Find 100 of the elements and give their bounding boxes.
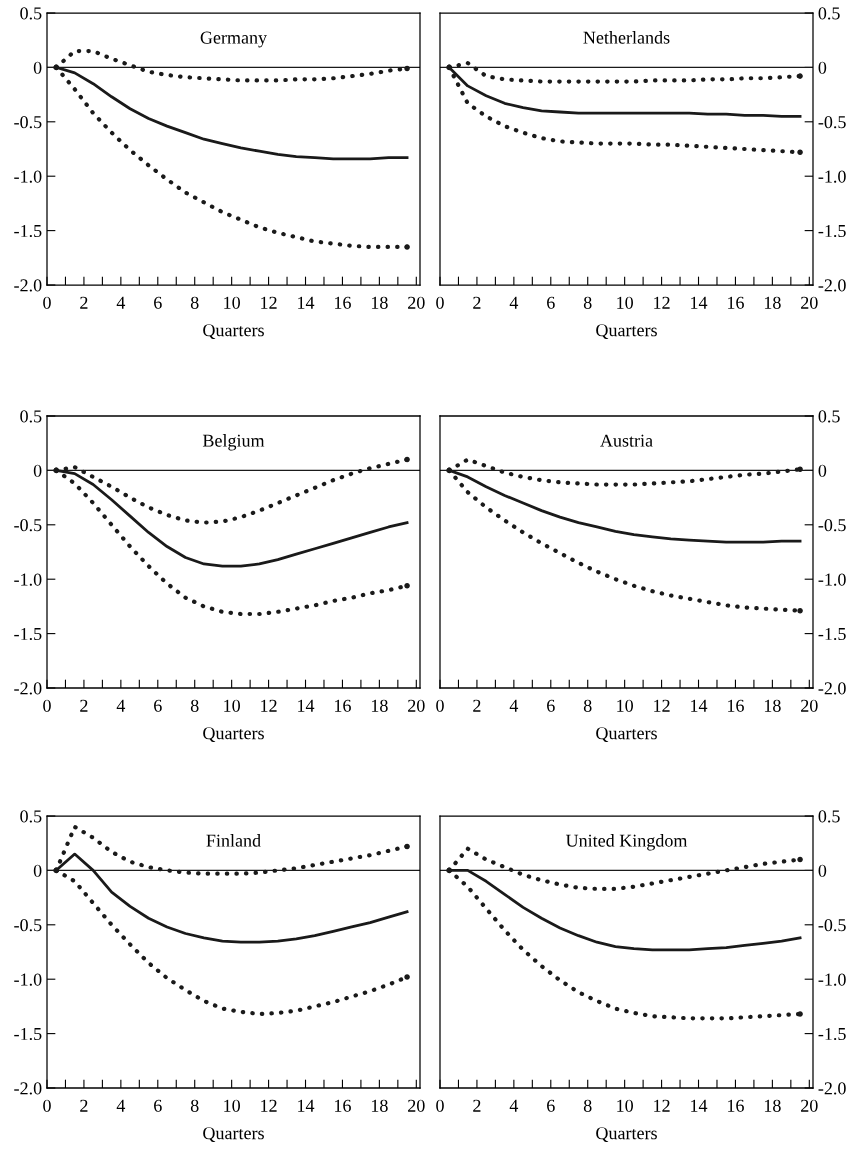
x-axis-title: Quarters [203,1127,264,1143]
x-tick-label: 6 [547,1099,555,1112]
x-axis-title: Quarters [596,324,657,340]
x-tick-label: 16 [335,699,351,712]
y-tick-label: 0 [818,464,827,477]
x-axis-title: Quarters [596,727,657,743]
y-tick-label: -0.5 [14,519,42,532]
y-tick-label: -0.5 [14,919,42,932]
x-tick-label: 10 [224,296,240,309]
y-tick-label: 0 [33,864,42,877]
y-tick-label: 0 [33,61,42,74]
x-tick-label: 14 [691,699,708,712]
y-tick-label: -1.0 [818,973,846,986]
x-tick-label: 20 [801,699,818,712]
x-tick-label: 16 [335,296,351,309]
x-tick-label: 2 [80,296,88,309]
x-tick-label: 20 [801,296,818,309]
x-tick-label: 0 [436,1099,444,1112]
x-tick-label: 4 [116,296,126,309]
y-tick-label: 0.5 [818,810,840,823]
x-tick-label: 14 [298,699,315,712]
x-tick-label: 12 [261,1099,277,1112]
x-tick-label: 2 [473,699,481,712]
x-tick-label: 20 [408,1099,425,1112]
y-tick-label: -0.5 [818,919,846,932]
x-tick-label: 0 [43,296,51,309]
x-tick-label: 0 [43,1099,51,1112]
y-tick-label: -1.0 [818,170,846,183]
y-tick-label: -1.5 [818,627,846,641]
x-tick-label: 10 [224,699,240,712]
x-tick-label: 12 [654,699,670,712]
x-tick-label: 2 [473,296,481,309]
y-tick-label: 0.5 [20,810,42,823]
x-tick-label: 18 [371,1099,388,1112]
y-tick-label: -2.0 [818,682,846,695]
x-tick-label: 10 [617,296,633,309]
x-tick-label: 2 [473,1099,481,1112]
x-tick-label: 4 [116,699,126,712]
x-tick-label: 0 [436,296,444,309]
y-tick-label: 0 [33,464,42,477]
y-tick-label: -1.0 [14,973,42,986]
text: Austria [600,434,653,447]
y-tick-label: -1.5 [14,224,42,238]
x-tick-label: 4 [509,1099,519,1112]
y-tick-label: 0.5 [818,410,840,423]
text: Germany [200,31,268,48]
x-tick-label: 4 [509,699,519,712]
x-tick-label: 6 [154,296,162,309]
x-tick-label: 14 [691,296,708,309]
y-tick-label: -1.0 [818,573,846,586]
x-tick-label: 6 [154,699,162,712]
y-tick-label: -0.5 [818,116,846,129]
y-tick-label: -0.5 [14,116,42,129]
x-tick-label: 2 [80,699,88,712]
y-tick-label: -1.5 [14,627,42,641]
x-axis-title: Quarters [203,324,264,340]
text: Belgium [202,434,265,451]
x-tick-label: 18 [764,296,781,309]
x-tick-label: 6 [547,699,555,712]
x-axis-title: Quarters [596,1127,657,1143]
x-tick-label: 12 [654,1099,670,1112]
x-tick-label: 8 [583,1099,592,1112]
y-tick-label: -1.5 [818,1027,846,1041]
x-tick-label: 8 [190,296,199,309]
y-tick-label: -1.0 [14,573,42,586]
x-tick-label: 8 [190,699,199,712]
x-axis-title: Quarters [203,727,264,743]
x-tick-label: 4 [116,1099,126,1112]
text: United Kingdom [565,834,688,851]
x-tick-label: 20 [801,1099,818,1112]
text: Netherlands [583,31,670,44]
x-tick-label: 18 [371,296,388,309]
x-tick-label: 16 [728,296,744,309]
y-tick-label: 0.5 [818,7,840,20]
y-tick-label: 0.5 [20,7,42,20]
y-tick-label: -1.5 [818,224,846,238]
x-tick-label: 10 [617,699,633,712]
x-tick-label: 8 [583,296,592,309]
x-tick-label: 8 [583,699,592,712]
x-tick-label: 16 [728,699,744,712]
x-tick-label: 14 [298,296,315,309]
x-tick-label: 12 [261,296,277,309]
x-tick-label: 20 [408,296,425,309]
y-tick-label: -2.0 [818,279,846,292]
x-tick-label: 2 [80,1099,88,1112]
y-tick-label: -1.0 [14,170,42,183]
x-tick-label: 8 [190,1099,199,1112]
y-tick-label: 0 [818,864,827,877]
y-tick-label: -2.0 [14,1082,42,1095]
y-tick-label: -0.5 [818,519,846,532]
x-tick-label: 6 [154,1099,162,1112]
y-tick-label: 0 [818,61,827,74]
x-tick-label: 16 [728,1099,744,1112]
x-tick-label: 10 [617,1099,633,1112]
y-tick-label: 0.5 [20,410,42,423]
x-tick-label: 18 [764,699,781,712]
x-tick-label: 16 [335,1099,351,1112]
x-tick-label: 10 [224,1099,240,1112]
x-tick-label: 14 [691,1099,708,1112]
y-tick-label: -1.5 [14,1027,42,1041]
